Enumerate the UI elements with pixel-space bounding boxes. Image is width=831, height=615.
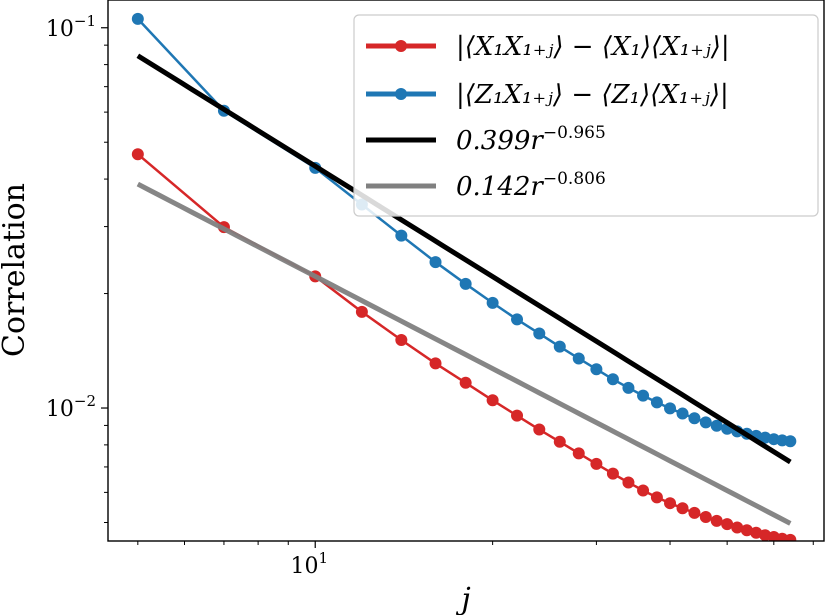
series-1-point (511, 313, 524, 326)
series-1-point (699, 416, 712, 429)
series-1-point (622, 381, 635, 394)
series-0-point (355, 305, 368, 318)
ticks-layer: 101 10−1 10−2 (46, 12, 814, 579)
series-0-point (664, 497, 677, 510)
y-tick-label: 10−2 (46, 392, 96, 422)
series-0-point (572, 447, 585, 460)
legend-label: 0.142r−0.806 (456, 169, 606, 202)
legend: |⟨X₁X₁₊ⱼ⟩ − ⟨X₁⟩⟨X₁₊ⱼ⟩| |⟨Z₁X₁₊ⱼ⟩ − ⟨Z₁⟩⟨… (353, 14, 819, 217)
series-0-point (553, 435, 566, 448)
series-0-point (395, 333, 408, 346)
series-1-point (637, 389, 650, 402)
series-1-point (553, 340, 566, 353)
series-1-point (533, 327, 546, 340)
series-0-point (699, 510, 712, 523)
series-0-point (131, 148, 144, 161)
series-0-point (533, 423, 546, 436)
legend-item-0: |⟨X₁X₁₊ⱼ⟩ − ⟨X₁⟩⟨X₁₊ⱼ⟩| (366, 32, 730, 62)
legend-item-3: 0.142r−0.806 (366, 169, 606, 202)
legend-swatch-marker (395, 88, 407, 100)
series-1-point (688, 412, 701, 425)
series-2 (136, 53, 792, 465)
series-1-point (572, 352, 585, 365)
series-0-point (590, 457, 603, 470)
series-1-point (131, 12, 144, 25)
series-1-point (664, 402, 677, 415)
series-0 (131, 148, 797, 541)
y-tick-label: 10−1 (46, 12, 96, 42)
series-0-point (784, 533, 797, 541)
series-1-point (429, 256, 442, 269)
series-0-point (486, 394, 499, 407)
legend-item-1: |⟨Z₁X₁₊ⱼ⟩ − ⟨Z₁⟩⟨X₁₊ⱼ⟩| (366, 80, 729, 110)
legend-box (353, 14, 819, 217)
series-1-point (395, 229, 408, 242)
series-0-point (750, 526, 763, 539)
series-1-point (784, 435, 797, 448)
plot-frame (107, 0, 825, 542)
series-0-point (459, 376, 472, 389)
series-2-fit-line (136, 53, 792, 465)
series-3 (136, 181, 792, 526)
series-0-point (429, 357, 442, 370)
x-axis-title: j (455, 582, 470, 615)
series-0-point (731, 521, 744, 534)
series-3-fit-line (136, 181, 792, 526)
series-layer (131, 12, 797, 541)
series-0-point (710, 514, 723, 527)
series-1-point (606, 373, 619, 386)
series-0-point (511, 409, 524, 422)
series-0-point (637, 484, 650, 497)
legend-label: |⟨X₁X₁₊ⱼ⟩ − ⟨X₁⟩⟨X₁₊ⱼ⟩| (456, 32, 730, 62)
series-1-point (710, 419, 723, 432)
series-1-point (459, 277, 472, 290)
series-1-point (590, 363, 603, 376)
x-tick-label: 101 (290, 549, 328, 579)
legend-swatch-marker (395, 40, 407, 52)
series-0-point (721, 518, 734, 531)
legend-item-2: 0.399r−0.965 (366, 123, 606, 156)
series-0-point (622, 476, 635, 489)
series-0-point (676, 502, 689, 515)
series-0-point (650, 491, 663, 504)
y-axis-title: Correlation (0, 183, 32, 357)
series-0-point (688, 506, 701, 519)
series-1-point (650, 396, 663, 409)
series-0-point (740, 524, 753, 537)
series-1-point (486, 296, 499, 309)
legend-label: |⟨Z₁X₁₊ⱼ⟩ − ⟨Z₁⟩⟨X₁₊ⱼ⟩| (456, 80, 729, 110)
legend-label: 0.399r−0.965 (456, 123, 606, 156)
series-1-point (676, 407, 689, 420)
series-0-point (606, 467, 619, 480)
